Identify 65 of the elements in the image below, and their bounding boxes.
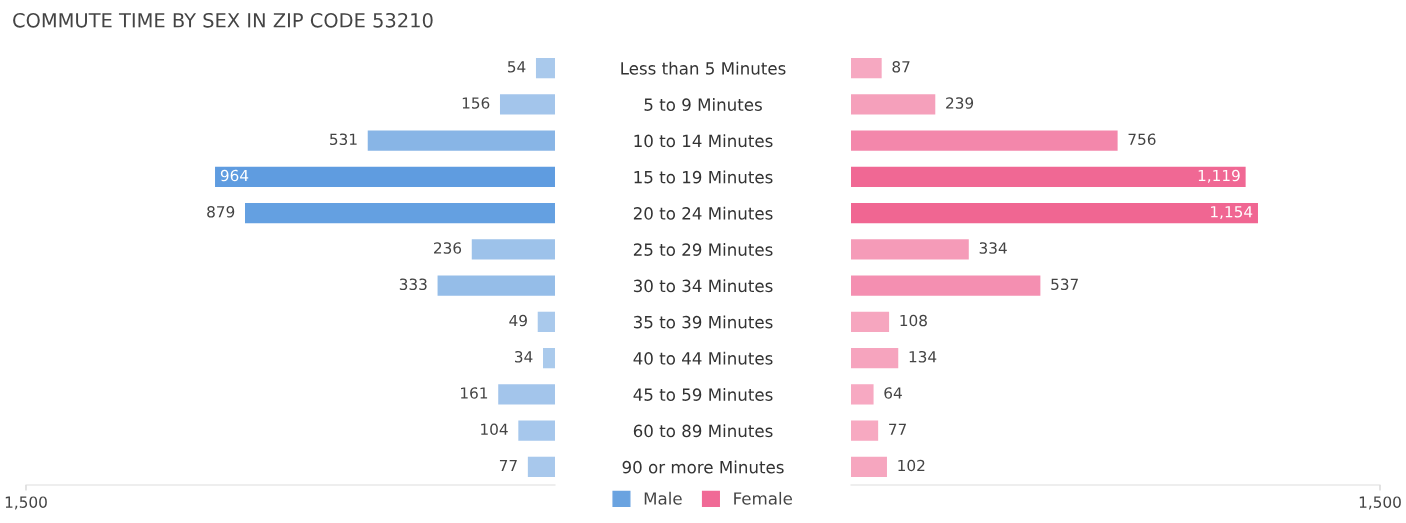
bar <box>851 166 1246 188</box>
data-label: 334 <box>979 242 1007 254</box>
legend-label: Female <box>734 491 792 505</box>
y-tick-label: 90 or more Minutes <box>622 460 784 474</box>
data-label: 333 <box>399 278 427 291</box>
data-label: 77 <box>889 423 906 435</box>
bar <box>471 239 555 260</box>
y-tick-label: 20 to 24 Minutes <box>633 206 773 220</box>
bar <box>851 130 1118 151</box>
bar <box>851 94 936 115</box>
bar <box>535 57 555 79</box>
data-label: 239 <box>946 97 974 109</box>
y-tick-label: Less than 5 Minutes <box>621 61 786 75</box>
y-tick-label: 60 to 89 Minutes <box>633 424 773 438</box>
data-label: 102 <box>898 459 925 472</box>
bar <box>537 311 555 333</box>
bar <box>851 275 1041 296</box>
bar <box>527 456 555 478</box>
bar <box>851 384 874 405</box>
bar <box>215 166 555 188</box>
y-tick-label: 25 to 29 Minutes <box>633 243 773 256</box>
data-label: 531 <box>330 133 357 146</box>
data-label: 161 <box>461 387 488 399</box>
legend-label: Male <box>644 491 682 505</box>
data-label: 1,154 <box>1211 206 1253 220</box>
data-label: 156 <box>462 97 490 109</box>
y-tick-label: 15 to 19 Minutes <box>634 170 773 184</box>
chart-title: COMMUTE TIME BY SEX IN ZIP CODE 53210 <box>13 12 433 28</box>
y-tick-label: 40 to 44 Minutes <box>633 351 773 365</box>
y-tick-label: 35 to 39 Minutes <box>633 315 773 329</box>
data-label: 64 <box>884 387 902 399</box>
bar <box>851 57 882 79</box>
y-tick-label: 5 to 9 Minutes <box>644 98 762 111</box>
bar <box>518 420 555 441</box>
bar <box>437 275 555 296</box>
bar <box>499 94 555 115</box>
data-label: 964 <box>220 169 249 182</box>
x-tick-label: 1,500 <box>5 496 47 510</box>
bar <box>851 456 887 478</box>
bar <box>543 347 555 369</box>
data-label: 134 <box>909 351 937 363</box>
bar <box>498 384 555 405</box>
x-tick-label: 1,500 <box>1359 496 1401 510</box>
data-label: 77 <box>499 459 517 472</box>
bar <box>851 239 969 260</box>
bar <box>367 130 555 151</box>
y-tick-label: 30 to 34 Minutes <box>633 279 773 293</box>
data-label: 104 <box>481 423 508 436</box>
data-label: 49 <box>509 314 527 327</box>
bar <box>851 311 890 333</box>
bar <box>851 202 1258 224</box>
data-label: 54 <box>507 61 526 73</box>
bar <box>851 420 879 441</box>
y-tick-label: 10 to 14 Minutes <box>634 134 773 148</box>
data-label: 108 <box>900 314 927 327</box>
bar <box>245 202 555 224</box>
data-label: 34 <box>515 351 533 363</box>
data-label: 879 <box>207 206 235 218</box>
data-label: 87 <box>892 61 910 73</box>
data-label: 756 <box>1128 133 1156 146</box>
data-label: 1,119 <box>1198 169 1240 183</box>
bar <box>851 347 899 369</box>
data-label: 537 <box>1051 278 1078 291</box>
data-label: 236 <box>434 242 462 254</box>
y-tick-label: 45 to 59 Minutes <box>633 388 773 401</box>
